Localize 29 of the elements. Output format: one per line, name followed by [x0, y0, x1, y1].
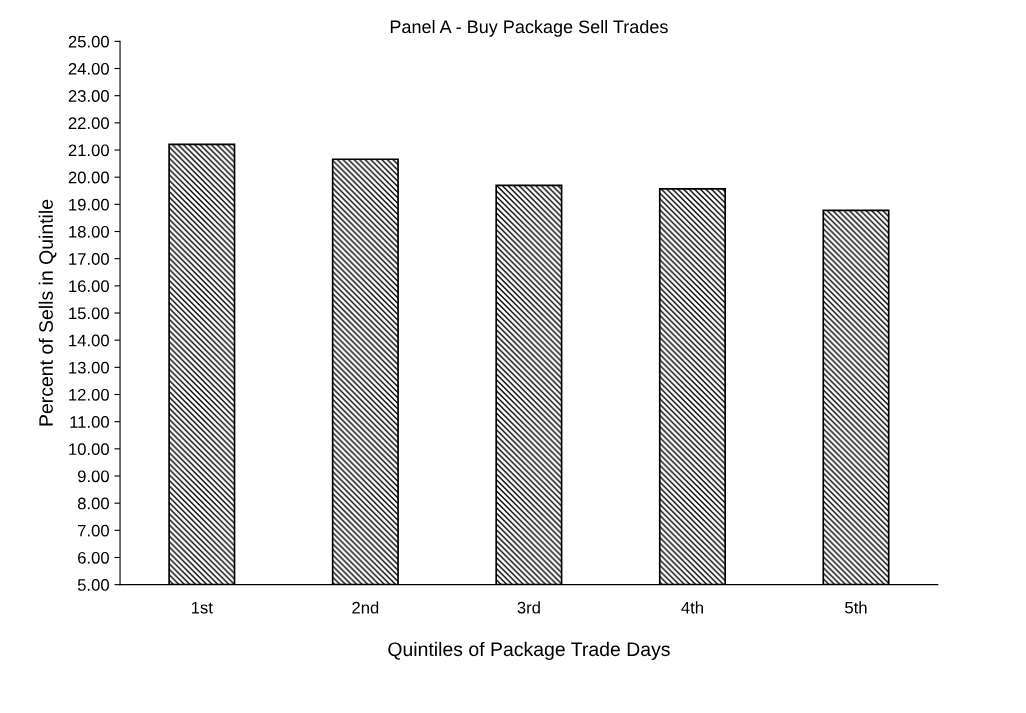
y-tick-label: 14.00	[69, 334, 109, 347]
y-tick-label: 16.00	[69, 280, 109, 293]
x-tick-label: 4th	[681, 601, 703, 614]
y-tick-label: 17.00	[69, 253, 109, 265]
y-axis-title: Percent of Sells in Quintile	[38, 199, 57, 426]
y-tick-label: 10.00	[69, 443, 109, 456]
y-tick-label: 12.00	[69, 388, 109, 401]
y-tick-label: 15.00	[69, 307, 109, 320]
y-tick-label: 19.00	[69, 198, 109, 211]
x-tick-label: 5th	[845, 601, 867, 614]
x-tick-label: 1st	[191, 601, 213, 614]
x-tick-label: 2nd	[352, 601, 379, 614]
y-tick-label: 7.00	[78, 524, 109, 537]
y-tick-label: 6.00	[78, 551, 109, 564]
y-tick-label: 13.00	[69, 361, 109, 374]
y-tick-label: 9.00	[77, 470, 109, 483]
y-tick-label: 11.00	[70, 416, 109, 428]
y-tick-label: 5.00	[77, 579, 109, 591]
y-tick-label: 20.00	[68, 171, 109, 184]
chart-title: Panel A - Buy Package Sell Trades	[390, 19, 668, 37]
y-tick-label: 21.00	[68, 144, 109, 157]
y-tick-label: 18.00	[69, 225, 109, 238]
y-tick-label: 23.00	[68, 90, 109, 102]
x-tick-label: 3rd	[517, 601, 540, 614]
y-tick-label: 25.00	[68, 35, 109, 48]
y-tick-label: 22.00	[68, 117, 109, 130]
y-tick-label: 24.00	[68, 62, 109, 75]
y-tick-label: 8.00	[77, 497, 109, 510]
x-axis-title: Quintiles of Package Trade Days	[388, 641, 670, 660]
